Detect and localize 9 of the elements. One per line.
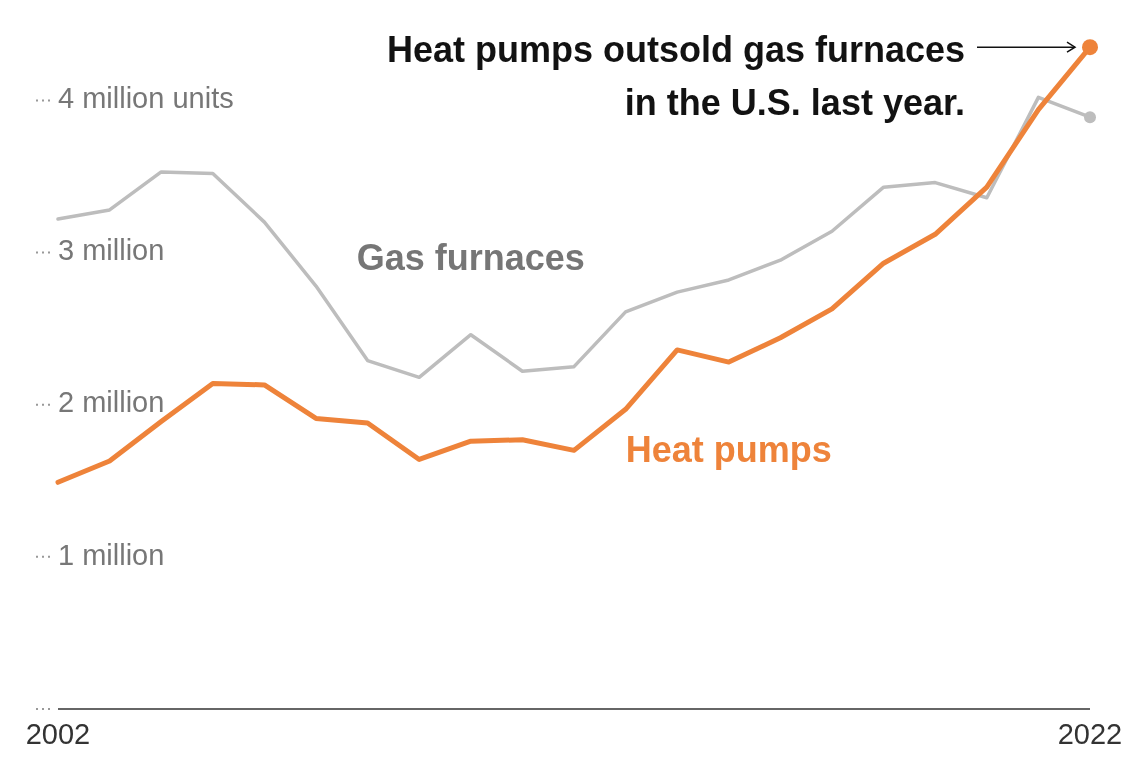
series-label: Gas furnaces — [356, 236, 585, 278]
y-tick-label: 1 million — [58, 538, 165, 571]
x-tick-label: 2002 — [25, 718, 91, 750]
series-label: Heat pumps — [625, 429, 832, 471]
x-tick-label: 2022 — [1057, 718, 1123, 750]
y-tick-label: 4 million units — [58, 82, 234, 115]
y-tick-label: 3 million — [58, 234, 165, 267]
annotation: Heat pumps outsold gas furnaces in the U.S. last year. — [386, 29, 965, 124]
y-tick-label: 2 million — [58, 386, 165, 419]
